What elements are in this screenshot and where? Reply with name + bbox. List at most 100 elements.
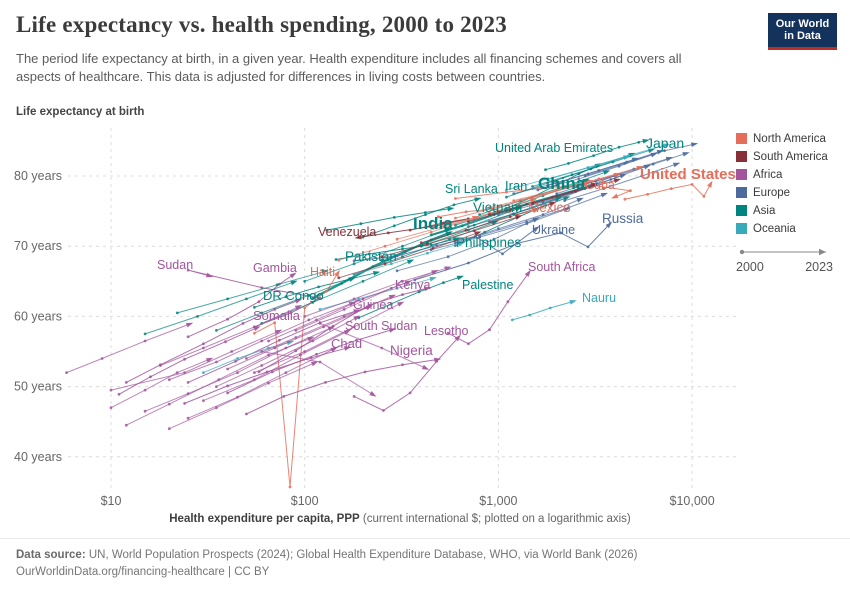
country-trail[interactable] xyxy=(253,301,405,374)
year-point xyxy=(143,409,147,413)
country-trail-sri-lanka[interactable] xyxy=(361,197,482,239)
country-trail[interactable] xyxy=(245,294,397,360)
year-point xyxy=(646,192,650,196)
legend-item-africa[interactable]: Africa xyxy=(736,166,828,183)
country-label-nauru[interactable]: Nauru xyxy=(582,291,616,305)
country-trail[interactable] xyxy=(215,277,357,332)
country-trail[interactable] xyxy=(488,178,622,217)
country-trail[interactable] xyxy=(175,269,329,315)
country-trail-nauru[interactable] xyxy=(510,300,577,322)
country-label-ukraine[interactable]: Ukraine xyxy=(532,223,575,237)
arrowhead-icon xyxy=(205,357,214,363)
country-label-palestine[interactable]: Palestine xyxy=(462,278,513,292)
country-label-guinea[interactable]: Guinea xyxy=(353,298,393,312)
legend-item-europe[interactable]: Europe xyxy=(736,184,828,201)
country-trail[interactable] xyxy=(488,172,622,210)
year-point xyxy=(215,406,218,410)
license-line[interactable]: OurWorldinData.org/financing-healthcare … xyxy=(16,566,270,578)
year-point xyxy=(260,350,264,353)
country-trail-lesotho[interactable] xyxy=(352,334,461,412)
country-label-south-africa[interactable]: South Africa xyxy=(528,260,595,274)
country-label-china[interactable]: China xyxy=(538,174,586,193)
country-trail[interactable] xyxy=(505,155,631,192)
year-point xyxy=(325,228,329,232)
country-label-chad[interactable]: Chad xyxy=(331,336,362,351)
country-trail[interactable] xyxy=(215,315,361,388)
country-trail-south-sudan[interactable] xyxy=(226,328,397,395)
country-trail-united-states[interactable] xyxy=(623,180,713,201)
country-trail[interactable] xyxy=(65,322,194,374)
year-point xyxy=(570,173,574,177)
country-label-philippines[interactable]: Philippines xyxy=(456,235,522,250)
country-trail[interactable] xyxy=(303,227,452,283)
trail-line xyxy=(356,218,469,239)
country-trail[interactable] xyxy=(318,322,430,370)
country-trail[interactable] xyxy=(260,350,377,397)
country-trail-vietnam[interactable] xyxy=(325,206,455,232)
country-label-dr-congo[interactable]: DR Congo xyxy=(263,288,324,303)
country-trail[interactable] xyxy=(159,305,303,367)
country-trail[interactable] xyxy=(583,142,699,178)
country-trail[interactable] xyxy=(380,215,523,259)
country-label-kenya[interactable]: Kenya xyxy=(395,278,430,292)
country-trail[interactable] xyxy=(352,241,466,276)
year-point xyxy=(217,378,221,381)
year-point xyxy=(367,252,371,256)
trail-line xyxy=(624,182,712,200)
year-point xyxy=(640,174,644,178)
country-trail-palestine[interactable] xyxy=(357,275,465,320)
year-point xyxy=(389,302,393,306)
country-label-iran[interactable]: Iran xyxy=(505,178,527,193)
country-trail-gambia[interactable] xyxy=(186,272,297,339)
country-label-venezuela[interactable]: Venezuela xyxy=(318,225,376,239)
arrowhead-icon xyxy=(514,215,523,220)
arrowhead-icon xyxy=(643,164,652,170)
country-label-somalia[interactable]: Somalia xyxy=(253,308,301,323)
legend-item-south-america[interactable]: South America xyxy=(736,148,828,165)
country-label-south-sudan[interactable]: South Sudan xyxy=(345,319,417,333)
country-trail[interactable] xyxy=(124,336,315,427)
country-label-sudan[interactable]: Sudan xyxy=(157,258,193,272)
legend-item-asia[interactable]: Asia xyxy=(736,202,828,219)
year-point xyxy=(318,308,322,311)
country-trail[interactable] xyxy=(337,216,480,262)
country-trail[interactable] xyxy=(303,266,452,318)
country-trail[interactable] xyxy=(260,259,415,325)
country-trail[interactable] xyxy=(454,197,584,245)
country-label-united-states[interactable]: United States xyxy=(640,166,736,183)
country-label-gambia[interactable]: Gambia xyxy=(253,261,297,275)
year-point xyxy=(454,216,457,220)
arrowhead-icon xyxy=(447,206,455,212)
country-trail[interactable] xyxy=(167,361,319,431)
year-point xyxy=(383,244,387,248)
year-point xyxy=(186,268,190,272)
country-label-united-arab-emirates[interactable]: United Arab Emirates xyxy=(495,141,613,155)
country-label-cuba[interactable]: Cuba xyxy=(585,178,615,192)
country-trail[interactable] xyxy=(395,217,540,273)
country-label-pakistan[interactable]: Pakistan xyxy=(345,249,397,264)
country-trail-pakistan[interactable] xyxy=(253,271,381,309)
country-trail[interactable] xyxy=(337,231,482,280)
country-trail[interactable] xyxy=(109,357,214,410)
country-trail[interactable] xyxy=(478,192,609,238)
country-label-lesotho[interactable]: Lesotho xyxy=(424,324,469,338)
legend-item-oceania[interactable]: Oceania xyxy=(736,220,828,237)
country-label-mexico[interactable]: Mexico xyxy=(528,200,571,215)
country-label-japan[interactable]: Japan xyxy=(646,135,684,151)
country-label-vietnam[interactable]: Vietnam xyxy=(473,200,522,215)
country-trail[interactable] xyxy=(419,201,557,245)
country-label-india[interactable]: India xyxy=(413,214,453,233)
country-trail[interactable] xyxy=(395,198,538,241)
year-point xyxy=(273,321,277,325)
country-trail[interactable] xyxy=(563,162,681,203)
country-label-nigeria[interactable]: Nigeria xyxy=(390,343,433,358)
country-trail-japan[interactable] xyxy=(544,138,650,172)
country-label-haiti[interactable]: Haiti xyxy=(310,265,335,279)
country-trail-south-africa[interactable] xyxy=(446,269,531,346)
arrowhead-icon xyxy=(421,364,430,370)
country-label-sri-lanka[interactable]: Sri Lanka xyxy=(445,182,498,196)
country-label-russia[interactable]: Russia xyxy=(602,211,644,226)
country-trail[interactable] xyxy=(143,280,298,336)
legend-item-north-america[interactable]: North America xyxy=(736,130,828,147)
country-trail[interactable] xyxy=(167,301,357,381)
